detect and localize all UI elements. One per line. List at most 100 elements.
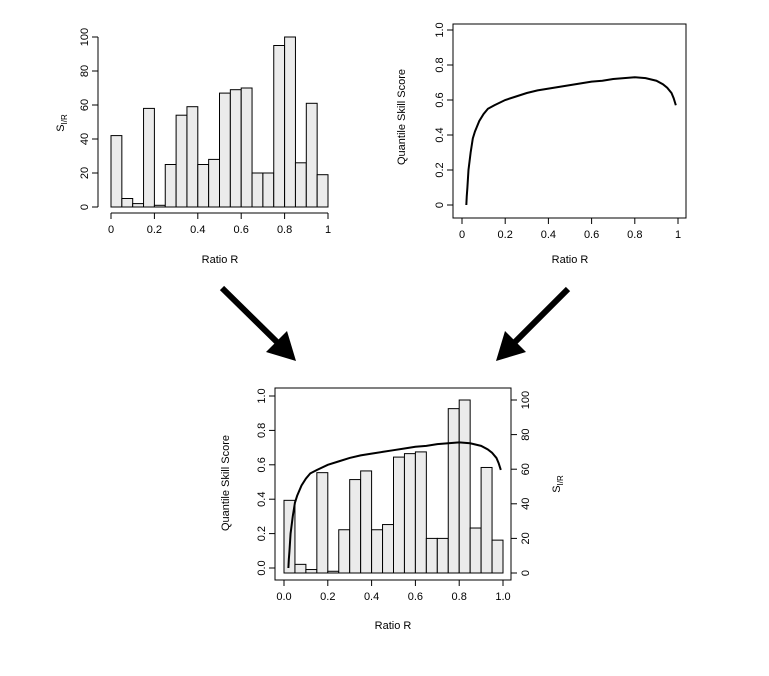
histogram-bar (229, 89, 242, 208)
histogram-bar (294, 162, 307, 208)
skill-x-tick-label: 0.8 (627, 229, 642, 241)
combined-bar (458, 399, 471, 574)
combined-y-tick-label-right: 20 (520, 532, 532, 544)
histogram-x-tick-label: 0.8 (277, 224, 292, 236)
combined-y-tick-label-left: 1.0 (256, 388, 268, 403)
histogram-bar (132, 203, 145, 208)
skill-x-tick-label: 0.6 (584, 229, 599, 241)
skill-x-ticks: 0 0.2 0.4 0.6 0.8 1 (459, 218, 681, 241)
histogram-bar (316, 174, 329, 208)
skill-y-tick-label: 0.2 (434, 162, 446, 177)
combined-y-label-right: SI/R (551, 475, 565, 493)
combined-bar (316, 472, 329, 574)
combined-bar (469, 527, 482, 574)
combined-x-tick-label: 1.0 (495, 591, 510, 603)
combined-x-ticks: 0.0 0.2 0.4 0.6 0.8 1.0 (276, 580, 511, 603)
combined-x-tick-label: 0.4 (364, 591, 379, 603)
combined-y-tick-label-left: 0.0 (256, 560, 268, 575)
combined-bar (371, 529, 384, 574)
histogram-x-tick-label: 0.6 (234, 224, 249, 236)
skill-curve-line (465, 76, 677, 206)
histogram-x-tick-label: 0 (108, 224, 114, 236)
histogram-y-tick-label: 80 (79, 65, 91, 77)
combined-y-tick-label-right: 0 (520, 570, 532, 576)
combined-bar (305, 569, 318, 574)
histogram-bar (110, 135, 123, 208)
histogram-y-tick-label: 40 (79, 133, 91, 145)
skill-y-tick-label: 0.8 (434, 57, 446, 72)
histogram-y-tick-label: 100 (79, 28, 91, 46)
combined-bar (403, 453, 416, 574)
combined-x-tick-label: 0.8 (452, 591, 467, 603)
combined-y-tick-label-right: 80 (520, 428, 532, 440)
panel-combined: 0.0 0.2 0.4 0.6 0.8 1.0 0.0 0.2 0.4 0.6 0.8 1.0 0 2… (220, 387, 565, 632)
skill-y-tick-label: 0.4 (434, 127, 446, 142)
skill-x-tick-label: 0.2 (498, 229, 513, 241)
histogram-bar (284, 36, 296, 208)
histogram-y-tick-label: 60 (79, 99, 91, 111)
histogram-bar (251, 172, 264, 208)
combined-bar (491, 539, 504, 574)
combined-bar (327, 570, 340, 574)
combined-bar (338, 529, 351, 574)
combined-x-tick-label: 0.0 (276, 591, 291, 603)
histogram-y-tick-label: 0 (79, 204, 91, 210)
combined-plot-box (274, 387, 512, 581)
combined-y-tick-label-right: 40 (520, 498, 532, 510)
combined-x-tick-label: 0.2 (320, 591, 335, 603)
combined-y-tick-label-right: 100 (520, 391, 532, 409)
histogram-x-tick-label: 0.4 (190, 224, 205, 236)
skill-x-label: Ratio R (552, 254, 589, 266)
combined-y-ticks-right: 0 20 40 60 80 100 (511, 391, 532, 576)
histogram-x-label: Ratio R (202, 254, 239, 266)
combined-bar (360, 470, 373, 574)
combined-bar (480, 466, 493, 574)
histogram-bar (240, 87, 253, 208)
skill-y-tick-label: 0.6 (434, 92, 446, 107)
histogram-y-label: SI/R (55, 114, 69, 132)
histogram-bar (262, 172, 275, 208)
skill-x-tick-label: 1 (675, 229, 681, 241)
histogram-bar (143, 107, 155, 208)
combined-y-tick-label-left: 0.4 (256, 492, 268, 507)
histogram-bar (305, 102, 318, 208)
skill-y-tick-label: 1.0 (434, 22, 446, 37)
combined-bar (447, 408, 460, 574)
combined-bars (283, 399, 504, 574)
skill-x-tick-label: 0 (459, 229, 465, 241)
histogram-bar (197, 164, 210, 208)
skill-y-tick-label: 0 (434, 202, 446, 208)
combined-y-label-left: Quantile Skill Score (220, 435, 232, 531)
combined-x-tick-label: 0.6 (408, 591, 423, 603)
skill-x-tick-label: 0.4 (541, 229, 556, 241)
combined-bar (393, 456, 405, 574)
combined-x-label: Ratio R (375, 620, 412, 632)
skill-plot-box (452, 23, 687, 219)
histogram-bar (186, 106, 199, 208)
skill-y-ticks: 0 0.2 0.4 0.6 0.8 1.0 (434, 22, 453, 208)
combined-bar (349, 479, 362, 574)
histogram-bars (110, 36, 329, 208)
histogram-bar (208, 158, 220, 208)
histogram-x-tick-label: 0.2 (147, 224, 162, 236)
combined-y-tick-label-left: 0.8 (256, 423, 268, 438)
panel-histogram: 0 0.2 0.4 0.6 0.8 1 0 20 40 60 80 100 Ratio R SI/R (55, 28, 331, 266)
arrow-left (219, 285, 296, 361)
histogram-bar (153, 204, 166, 208)
combined-y-tick-label-left: 0.2 (256, 526, 268, 541)
combined-bar (414, 451, 427, 574)
histogram-x-ticks: 0 0.2 0.4 0.6 0.8 1 (108, 213, 331, 236)
combined-curve-line (287, 441, 502, 569)
combined-bar (436, 537, 449, 574)
histogram-bar (121, 198, 134, 208)
combined-y-ticks-left: 0.0 0.2 0.4 0.6 0.8 1.0 (256, 388, 275, 576)
histogram-y-tick-label: 20 (79, 167, 91, 179)
combined-y-tick-label-left: 0.6 (256, 457, 268, 472)
combined-y-tick-label-right: 60 (520, 463, 532, 475)
panel-skill-curve: 0 0.2 0.4 0.6 0.8 1 00.20.40.60.81.0 Ratio R … (396, 22, 687, 266)
histogram-bar (164, 164, 177, 208)
combined-bar (382, 524, 394, 574)
histogram-x-tick-label: 1 (325, 224, 331, 236)
